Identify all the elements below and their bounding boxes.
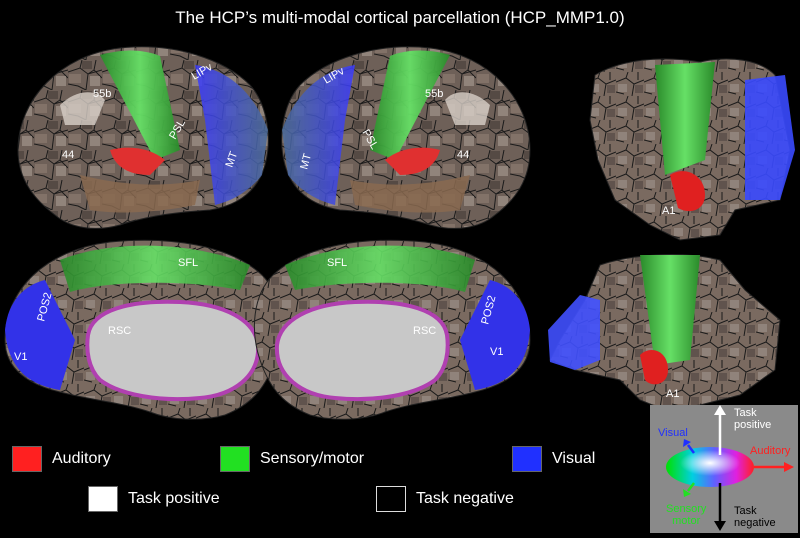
label-mt-right: MT [298, 152, 314, 171]
swatch-sensory-motor [220, 446, 250, 472]
arrow-visual [687, 444, 695, 454]
lateral-left-hemisphere [17, 46, 269, 229]
color-wheel-diagram [666, 405, 794, 531]
legend-visual: Visual [512, 446, 595, 472]
flatmap-left [589, 58, 795, 241]
key-sensory-motor-label: Sensory motor [666, 503, 706, 527]
arrow-up-icon [714, 405, 726, 415]
lateral-right-hemisphere [281, 46, 531, 229]
label-sfl-left: SFL [178, 257, 198, 269]
legend-sensory-motor-label: Sensory/motor [260, 450, 365, 467]
arrow-downleft-icon [683, 489, 691, 497]
label-55b-right: 55b [425, 88, 443, 100]
swatch-task-positive [88, 486, 118, 512]
key-visual-label: Visual [658, 427, 688, 439]
arrow-down-icon [714, 521, 726, 531]
medial-left-hemisphere [4, 239, 282, 420]
label-v1-left: V1 [14, 351, 27, 363]
label-55b-left: 55b [93, 88, 111, 100]
legend-auditory-label: Auditory [52, 450, 111, 467]
figure-title: The HCP’s multi-modal cortical parcellat… [175, 8, 625, 27]
swatch-task-negative [376, 486, 406, 512]
label-sfl-right: SFL [327, 257, 347, 269]
label-mt-left: MT [224, 150, 241, 169]
key-task-negative-line1: Task [734, 505, 757, 517]
flatmap-right [548, 254, 781, 411]
key-task-negative-label: Task negative [734, 505, 776, 529]
legend-visual-label: Visual [552, 450, 596, 467]
label-v1-right: V1 [490, 346, 503, 358]
key-task-negative-line2: negative [734, 517, 776, 529]
legend-auditory: Auditory [12, 446, 111, 472]
legend-sensory-motor: Sensory/motor [220, 446, 364, 472]
legend-task-positive: Task positive [88, 486, 220, 512]
legend-task-negative: Task negative [376, 486, 514, 512]
label-a1-bottom: A1 [666, 388, 679, 400]
label-rsc-right: RSC [413, 325, 436, 337]
legend-task-positive-label: Task positive [128, 490, 220, 507]
color-key: Visual Auditory Task positive Task negat… [650, 405, 798, 533]
label-a1-top: A1 [662, 205, 675, 217]
arrow-right-icon [784, 462, 794, 472]
swatch-auditory [12, 446, 42, 472]
label-44-right: 44 [457, 149, 469, 161]
key-sensory-line1: Sensory [666, 503, 707, 515]
arrow-upleft-icon [683, 439, 691, 447]
medial-right-hemisphere [253, 239, 531, 420]
legend-task-negative-label: Task negative [416, 490, 514, 507]
key-task-positive-line1: Task [734, 407, 757, 419]
label-44-left: 44 [62, 149, 74, 161]
key-sensory-line2: motor [672, 515, 701, 527]
arrow-sensory-motor [687, 482, 695, 492]
color-wheel-center [680, 450, 740, 476]
label-rsc-left: RSC [108, 325, 131, 337]
key-task-positive-line2: positive [734, 419, 772, 431]
key-auditory-label: Auditory [750, 445, 791, 457]
key-task-positive-label: Task positive [734, 407, 771, 431]
swatch-visual [512, 446, 542, 472]
